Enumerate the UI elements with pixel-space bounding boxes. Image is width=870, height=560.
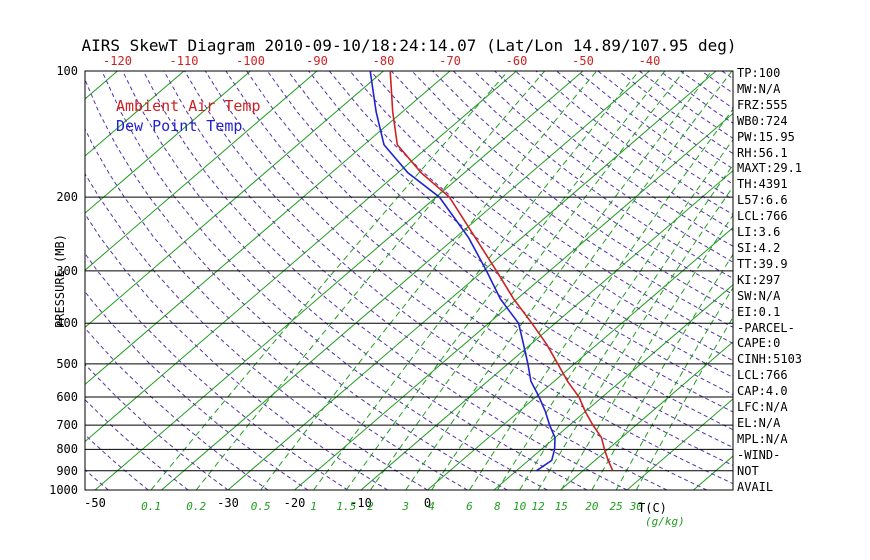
mixing-ratio-tick-label: 3	[402, 500, 409, 513]
stats-line: EL:N/A	[737, 415, 781, 430]
stats-line: LCL:766	[737, 209, 788, 224]
stats-line: WB0:724	[737, 113, 788, 128]
bottom-temp-tick-label: -20	[283, 496, 306, 510]
pressure-tick-label: 400	[56, 316, 78, 331]
stats-line: TH:4391	[737, 177, 788, 192]
mixing-ratio-tick-label: 1.5	[336, 500, 357, 513]
stats-line: MAXT:29.1	[737, 161, 803, 176]
top-temp-tick-label: -80	[372, 54, 395, 68]
mixing-ratio-tick-label: 4	[428, 500, 435, 513]
mixing-ratio-tick-label: 25	[609, 500, 623, 513]
mixing-ratio-tick-label: 0.5	[250, 500, 271, 513]
pressure-tick-label: 500	[56, 356, 78, 371]
pressure-tick-label: 600	[56, 390, 78, 405]
mixing-ratio-tick-label: 0.1	[141, 500, 161, 513]
mixing-ratio-tick-label: 15	[554, 500, 568, 513]
stats-line: MPL:N/A	[737, 431, 788, 446]
top-temp-tick-label: -100	[236, 54, 265, 68]
stats-line: RH:56.1	[737, 145, 788, 160]
temperature-unit-label: T(C)	[638, 501, 667, 515]
plot-border	[84, 70, 734, 491]
stats-line: SW:N/A	[737, 288, 781, 303]
ambient-air-temp-curve	[389, 70, 614, 472]
stats-line: SI:4.2	[737, 240, 781, 255]
stats-line: LFC:N/A	[737, 400, 788, 415]
stats-line: LI:3.6	[737, 225, 781, 240]
bottom-temp-tick-label: -30	[217, 496, 239, 510]
isotherm-lines	[85, 71, 733, 490]
stats-line: L57:6.6	[737, 193, 788, 208]
mixing-ratio-tick-label: 2	[367, 500, 374, 513]
pressure-tick-label: 300	[56, 263, 78, 278]
top-temp-tick-label: -110	[169, 54, 199, 68]
bottom-temp-tick-label: -10	[350, 496, 372, 510]
stats-line: MW:N/A	[737, 81, 781, 96]
top-temp-tick-label: -120	[103, 54, 132, 68]
stats-line: TT:39.9	[737, 256, 788, 271]
stats-line: TP:100	[737, 66, 781, 80]
stats-line: LCL:766	[737, 368, 788, 383]
mixing-ratio-lines	[150, 71, 733, 490]
stats-line: KI:297	[737, 272, 781, 287]
stats-line: PW:15.95	[737, 129, 795, 144]
stats-line: EI:0.1	[737, 304, 781, 319]
mixing-ratio-tick-label: 6	[466, 500, 473, 513]
top-temp-tick-label: -40	[638, 54, 661, 68]
mixing-ratio-tick-label: 30	[629, 500, 643, 513]
pressure-tick-label: 100	[56, 64, 78, 78]
dew-point-curve	[369, 70, 556, 472]
stats-line: FRZ:555	[737, 97, 788, 112]
pressure-tick-label: 900	[56, 463, 78, 478]
top-temp-tick-label: -60	[505, 54, 528, 68]
bottom-temp-tick-label: 0	[423, 496, 432, 510]
stats-line: NOT	[737, 463, 759, 478]
pressure-tick-label: 200	[56, 190, 78, 205]
top-temp-tick-label: -70	[439, 54, 461, 68]
stats-line: CAPE:0	[737, 336, 781, 351]
stats-line: -WIND-	[737, 447, 781, 462]
mixing-ratio-tick-label: 1	[310, 500, 317, 513]
stats-line: -PARCEL-	[737, 320, 795, 335]
top-temp-tick-label: -90	[306, 54, 328, 68]
mixing-ratio-unit-label: (g/kg)	[645, 515, 685, 528]
mixing-ratio-tick-label: 10	[513, 500, 527, 513]
legend-dew-point-temp: Dew Point Temp	[116, 117, 243, 135]
pressure-tick-label: 1000	[49, 483, 78, 497]
mixing-ratio-tick-label: 12	[531, 500, 545, 513]
stats-panel: TP:100 MW:N/A FRZ:555 WB0:724 PW:15.95 RH:56.…	[737, 66, 802, 495]
mixing-ratio-tick-label: 20	[585, 500, 599, 513]
mixing-ratio-tick-label: 0.2	[186, 500, 207, 513]
bottom-temp-tick-label: -50	[84, 496, 106, 510]
pressure-tick-label: 800	[56, 442, 78, 457]
pressure-tick-label: 700	[56, 418, 78, 433]
chart-title: AIRS SkewT Diagram 2010-09-10/18:24:14.0…	[81, 36, 737, 55]
legend-ambient-air-temp: Ambient Air Temp	[116, 97, 261, 115]
top-temp-tick-label: -50	[572, 54, 594, 68]
stats-line: AVAIL	[737, 479, 774, 494]
mixing-ratio-tick-label: 8	[494, 500, 501, 513]
stats-line: CINH:5103	[737, 352, 803, 367]
stats-line: CAP:4.0	[737, 384, 788, 399]
